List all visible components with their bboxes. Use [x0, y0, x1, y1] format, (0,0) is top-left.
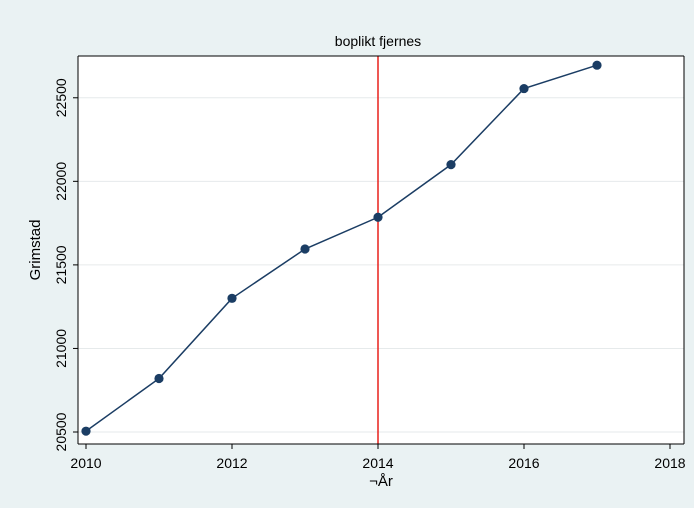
y-tick-label: 21500	[53, 245, 69, 284]
data-point	[81, 426, 91, 436]
x-tick-label: 2010	[70, 455, 101, 471]
gridlines	[78, 97, 684, 433]
y-tick-label: 20500	[53, 412, 69, 451]
series-line	[85, 64, 598, 432]
x-tick-label: 2018	[654, 455, 685, 471]
x-axis-title: ¬År	[369, 473, 393, 490]
data-point	[154, 373, 164, 384]
y-tick-label: 22500	[53, 78, 69, 117]
reference-line-label: boplikt fjernes	[335, 33, 421, 49]
axes	[73, 55, 685, 449]
data-point	[227, 293, 237, 303]
data-point	[592, 60, 602, 70]
y-axis-title: Grimstad	[27, 220, 44, 281]
data-point	[300, 244, 310, 254]
y-tick-label: 22000	[53, 162, 69, 201]
data-point	[519, 83, 529, 94]
series-group	[81, 60, 602, 436]
tick-labels: 20500 21000 21500 22000 22500 2010 2012 2014 201…	[53, 78, 686, 471]
x-tick-label: 2016	[508, 455, 539, 471]
x-tick-label: 2014	[362, 455, 393, 471]
y-tick-label: 21000	[53, 329, 69, 368]
plot-background	[78, 56, 684, 444]
data-point	[373, 212, 383, 222]
data-point	[446, 160, 456, 170]
x-tick-label: 2012	[216, 455, 247, 471]
